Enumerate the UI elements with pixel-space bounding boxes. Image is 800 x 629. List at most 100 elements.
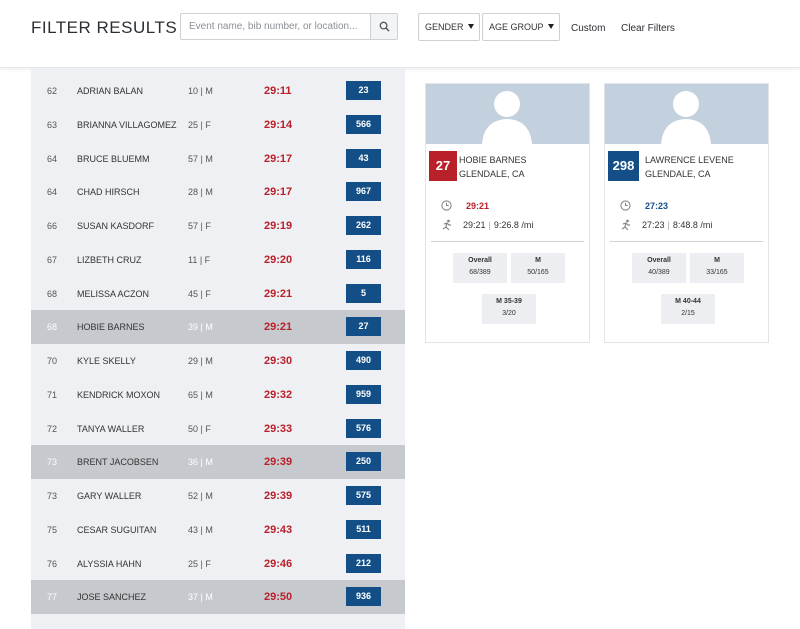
result-row[interactable]: 64 BRUCE BLUEMM 57 | M 29:17 43 (31, 142, 405, 176)
result-time: 29:21 (264, 287, 293, 300)
result-row[interactable]: 63 BRIANNA VILLAGOMEZ 25 | F 29:14 566 (31, 108, 405, 142)
result-row[interactable]: 72 TANYA WALLER 50 | F 29:33 576 (31, 412, 405, 446)
card-divider (431, 241, 584, 242)
runner-icon (621, 219, 630, 231)
runner-photo (605, 84, 768, 144)
result-row[interactable]: 68 HOBIE BARNES 39 | M 29:21 27 (31, 310, 405, 345)
division-rank-box: M 40-44 2/15 (661, 294, 715, 324)
search-icon (379, 21, 390, 32)
gender-rank-box: M 50/165 (511, 253, 565, 283)
card-runner-name: HOBIE BARNES (459, 155, 527, 165)
search-input[interactable] (181, 14, 371, 39)
custom-link[interactable]: Custom (571, 23, 606, 34)
card-finish-time: 29:21 (466, 200, 490, 211)
result-name: MELISSA ACZON (77, 288, 150, 299)
clear-filters-link[interactable]: Clear Filters (621, 23, 675, 34)
result-place: 70 (47, 356, 58, 366)
result-row[interactable]: 64 CHAD HIRSCH 28 | M 29:17 967 (31, 175, 405, 209)
result-age-gender: 25 | F (188, 558, 211, 569)
result-time: 29:30 (264, 355, 293, 367)
clock-icon (620, 200, 631, 211)
search-box (180, 13, 398, 40)
age-group-select[interactable]: AGE GROUP (482, 13, 560, 41)
result-row[interactable]: 75 CESAR SUGUITAN 43 | M 29:43 511 (31, 513, 405, 547)
result-time: 29:32 (264, 388, 293, 401)
result-place: 64 (47, 187, 58, 198)
result-time: 29:39 (264, 456, 293, 469)
result-bib: 936 (346, 587, 381, 607)
card-pace-time: 27:23 (642, 220, 665, 230)
result-row[interactable]: 77 JOSE SANCHEZ 37 | M 29:50 936 (31, 580, 405, 615)
card-pace: 9:26.8 /mi (493, 220, 534, 230)
result-age-gender: 10 | M (188, 86, 213, 96)
result-name: GARY WALLER (77, 491, 142, 501)
result-place: 71 (47, 389, 58, 400)
result-bib: 262 (346, 216, 381, 235)
header-bar: FILTER RESULTS GENDER AGE GROUP Custom C… (0, 0, 800, 68)
gender-rank-value: 50/165 (527, 269, 549, 276)
division-rank-label: M 35-39 (496, 298, 522, 305)
result-time: 29:46 (264, 557, 293, 570)
result-name: ALYSSIA HAHN (77, 558, 142, 569)
result-place: 73 (47, 457, 58, 468)
result-bib: 212 (346, 553, 381, 573)
result-age-gender: 50 | F (188, 423, 211, 434)
result-row[interactable]: 68 MELISSA ACZON 45 | F 29:21 5 (31, 277, 405, 311)
result-row[interactable]: 70 KYLE SKELLY 29 | M 29:30 490 (31, 344, 405, 378)
result-age-gender: 36 | M (188, 457, 213, 468)
result-bib: 959 (346, 384, 381, 404)
result-bib: 43 (346, 148, 381, 168)
result-place: 72 (47, 423, 58, 434)
overall-rank-value: 68/389 (469, 269, 491, 276)
result-bib: 575 (346, 486, 381, 505)
result-name: BRUCE BLUEMM (77, 153, 150, 164)
gender-rank-value: 33/165 (706, 269, 728, 276)
overall-rank-label: Overall (647, 257, 671, 264)
result-time: 29:17 (264, 152, 293, 165)
result-age-gender: 57 | M (188, 153, 213, 164)
result-time: 29:14 (264, 118, 293, 131)
result-bib: 490 (346, 351, 381, 370)
result-age-gender: 28 | M (188, 187, 213, 198)
division-rank-box: M 35-39 3/20 (482, 294, 536, 324)
search-button[interactable] (370, 14, 397, 39)
result-bib: 566 (346, 114, 381, 134)
page-title: FILTER RESULTS (31, 18, 178, 37)
result-bib: 250 (346, 452, 381, 472)
runner-card-hobie-barnes[interactable]: 27 HOBIE BARNES GLENDALE, CA 29:21 29:21… (425, 83, 590, 343)
result-age-gender: 43 | M (188, 524, 213, 535)
card-runner-name: LAWRENCE LEVENE (645, 155, 734, 165)
result-row[interactable]: 73 BRENT JACOBSEN 36 | M 29:39 250 (31, 445, 405, 480)
gender-rank-label: M (714, 257, 720, 264)
division-rank-label: M 40-44 (675, 298, 701, 305)
runner-card-lawrence-levene[interactable]: 298 LAWRENCE LEVENE GLENDALE, CA 27:23 2… (604, 83, 769, 343)
card-runner-city: GLENDALE, CA (459, 169, 525, 179)
result-name: KYLE SKELLY (77, 356, 136, 366)
result-bib: 576 (346, 418, 381, 438)
card-bib-number: 27 (429, 151, 457, 181)
result-place: 63 (47, 119, 58, 130)
result-row[interactable]: 76 ALYSSIA HAHN 25 | F 29:46 212 (31, 547, 405, 581)
gender-select[interactable]: GENDER (418, 13, 480, 41)
card-divider (610, 241, 763, 242)
card-time-row: 29:21 (441, 200, 489, 211)
card-runner-city: GLENDALE, CA (645, 169, 711, 179)
result-age-gender: 65 | M (188, 389, 213, 400)
result-place: 73 (47, 491, 58, 501)
result-row[interactable]: 66 SUSAN KASDORF 57 | F 29:19 262 (31, 209, 405, 243)
result-bib: 23 (346, 81, 381, 100)
result-place: 67 (47, 254, 58, 265)
result-time: 29:11 (264, 85, 292, 97)
result-row[interactable]: 73 GARY WALLER 52 | M 29:39 575 (31, 479, 405, 513)
result-row[interactable]: 71 KENDRICK MOXON 65 | M 29:32 959 (31, 378, 405, 412)
result-row[interactable]: 62 ADRIAN BALAN 10 | M 29:11 23 (31, 74, 405, 108)
avatar-silhouette-icon (482, 91, 532, 144)
result-time: 29:43 (264, 523, 293, 536)
result-age-gender: 11 | F (188, 254, 211, 265)
result-name: BRENT JACOBSEN (77, 457, 159, 468)
overall-rank-box: Overall 68/389 (453, 253, 507, 283)
card-pace-row: 27:23 | 8:48.8 /mi (620, 219, 712, 231)
result-row[interactable]: 67 LIZBETH CRUZ 11 | F 29:20 116 (31, 243, 405, 277)
result-bib: 511 (346, 519, 381, 539)
result-place: 68 (47, 322, 58, 333)
